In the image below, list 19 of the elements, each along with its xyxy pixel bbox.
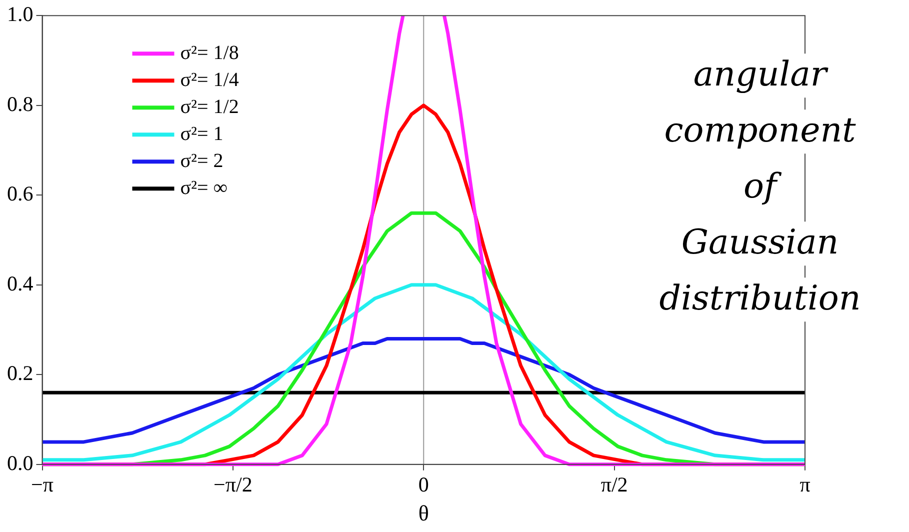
y-tick-label: 0.4 [7,271,34,296]
y-tick-label: 0.8 [7,92,34,116]
legend-label: σ²= 1/2 [180,96,239,118]
y-tick-label: 0.6 [7,182,34,206]
x-tick-label: π/2 [600,472,628,497]
annotation: angular component of Gaussian distribution [659,54,861,319]
legend-label: σ²= 1/8 [180,42,239,64]
y-tick-label: 0.0 [7,450,34,475]
legend-label: σ²= 1 [180,122,224,145]
y-tick-label: 0.2 [7,361,34,386]
legend-label: σ²= 1/4 [180,68,239,91]
x-tick-label: −π [31,472,54,497]
x-axis-title: θ [418,500,429,526]
y-tick-label: 1.0 [7,2,34,26]
x-tick-label: 0 [418,472,429,497]
x-tick-label: π [800,472,811,497]
legend-label: σ²= ∞ [180,176,228,199]
x-tick-label: −π/2 [214,472,252,497]
legend-label: σ²= 2 [180,150,224,172]
